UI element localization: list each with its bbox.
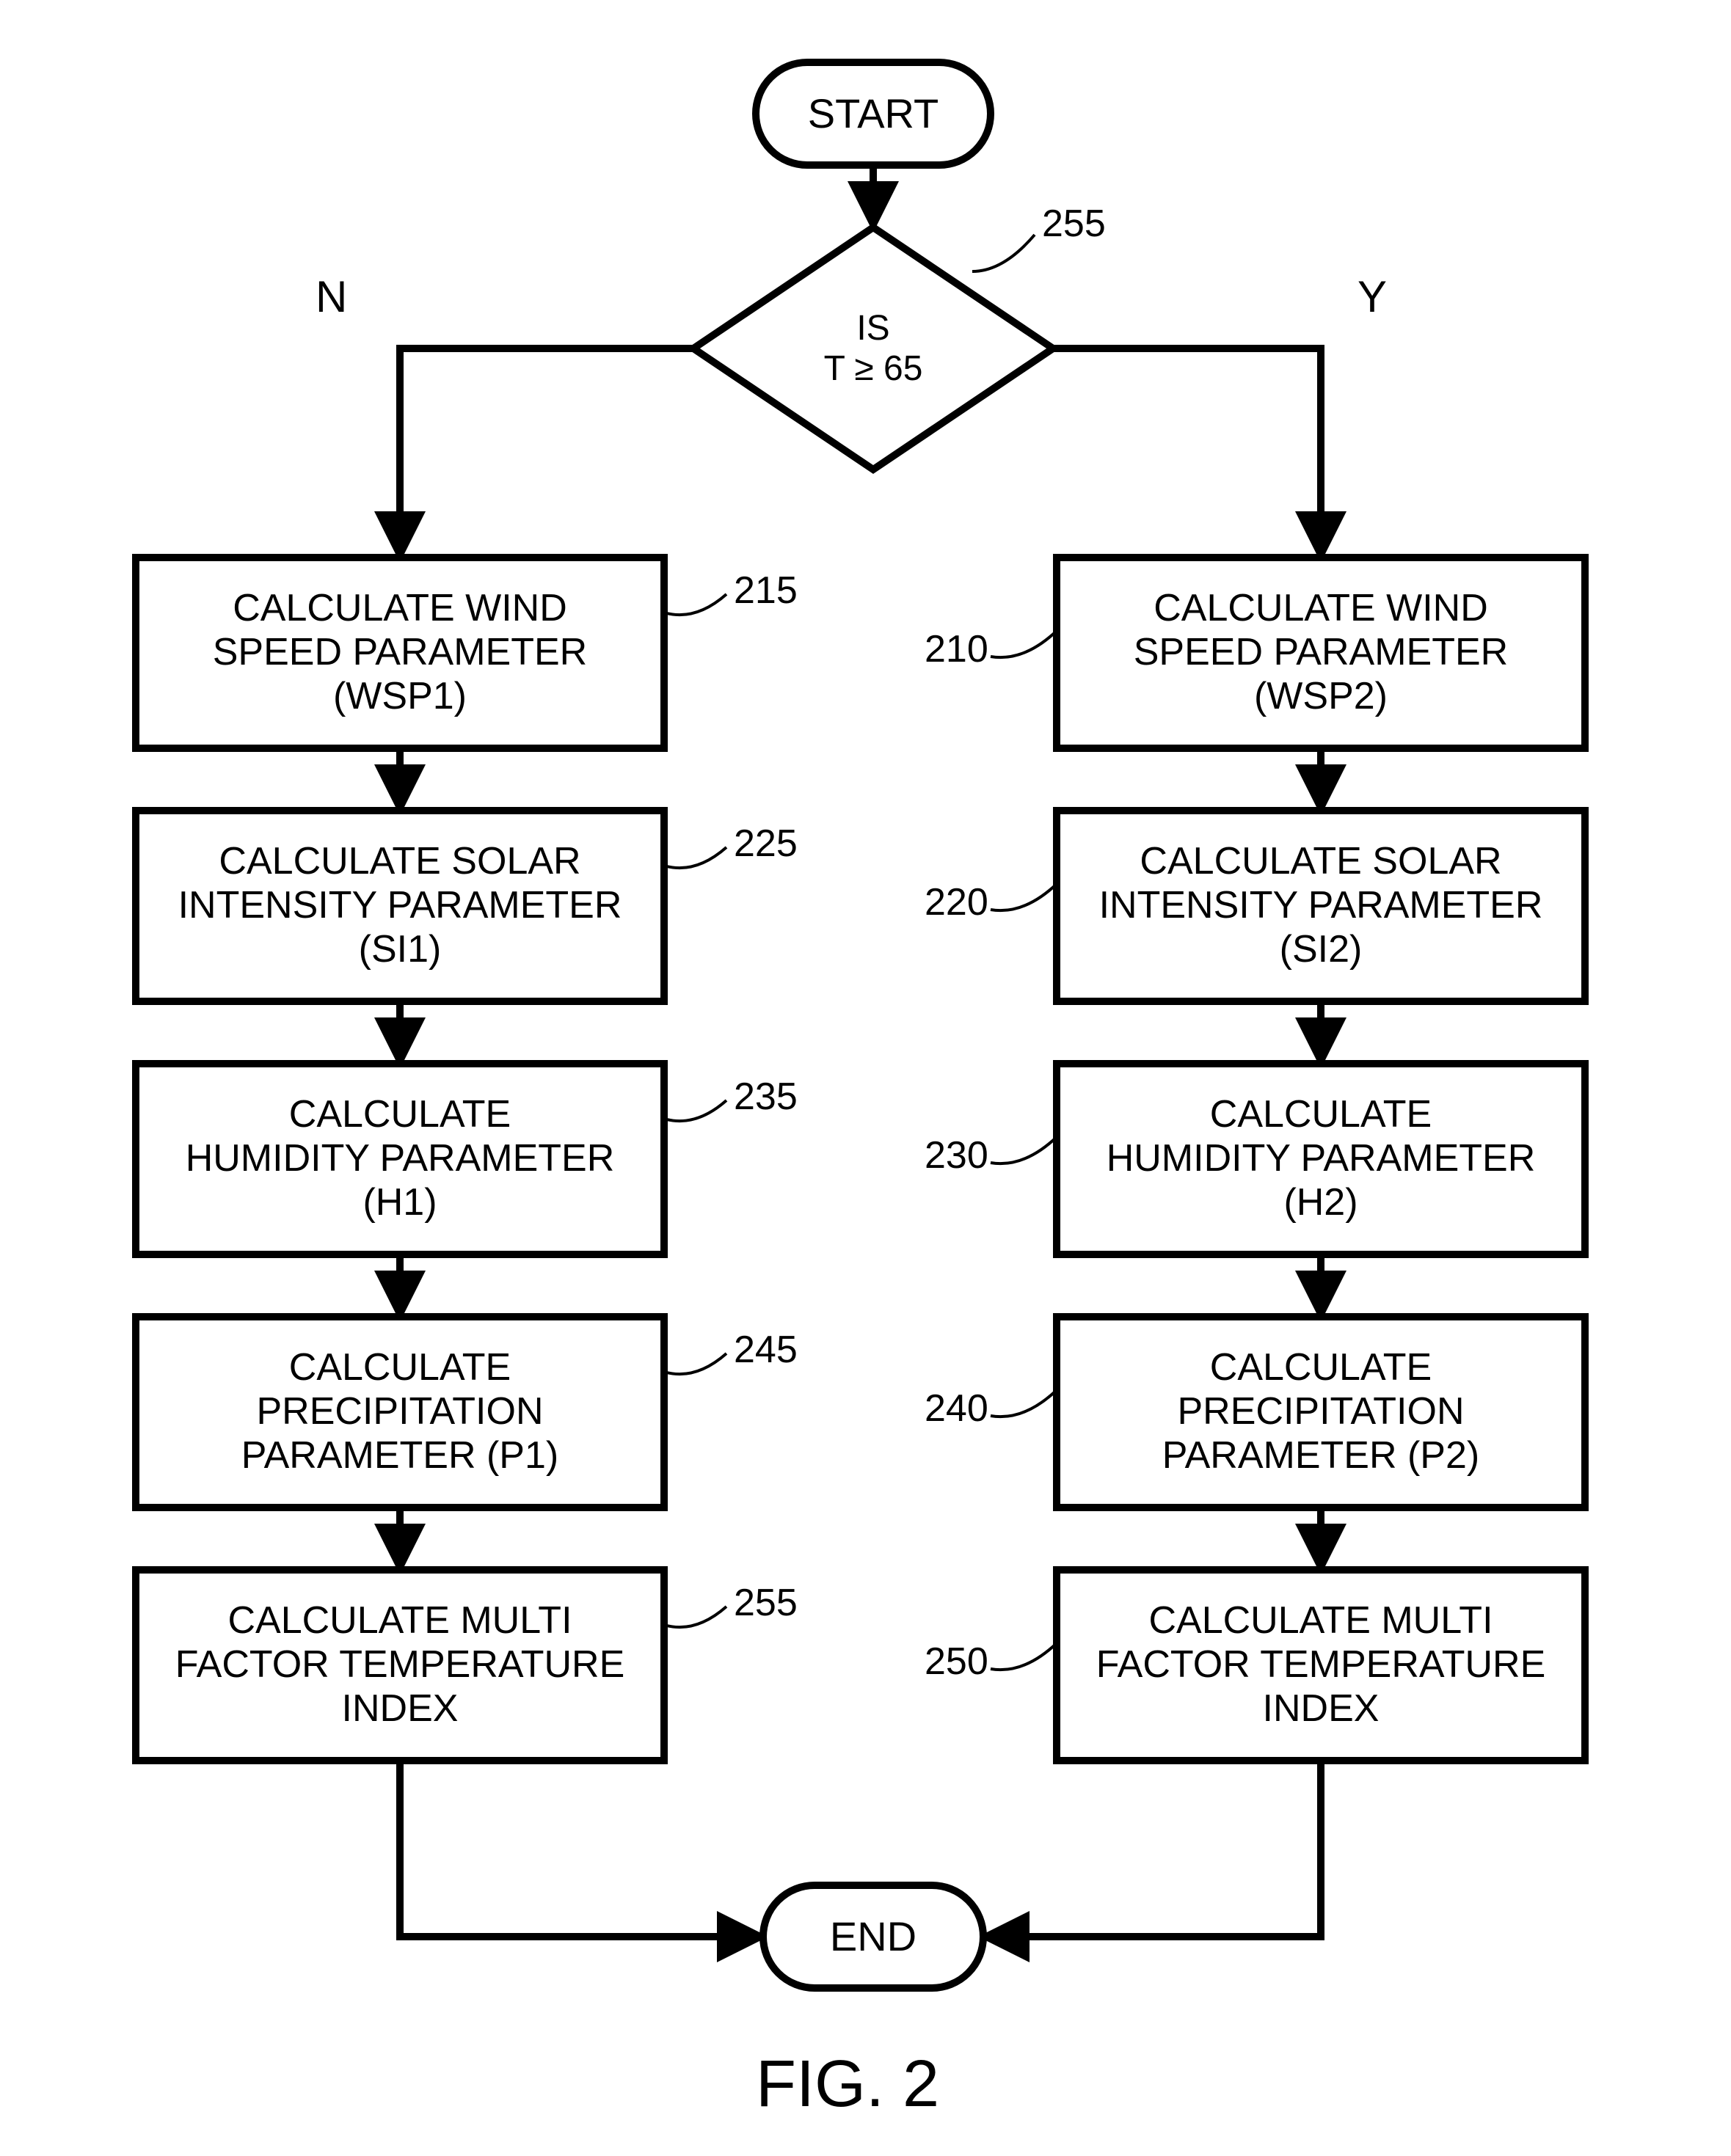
process-node-n5: CALCULATE MULTI FACTOR TEMPERATURE INDEX <box>136 1570 664 1761</box>
edge-label-Y: Y <box>1358 271 1387 322</box>
process-node-n3: CALCULATE HUMIDITY PARAMETER (H1) <box>136 1064 664 1254</box>
process-node-y5: CALCULATE MULTI FACTOR TEMPERATURE INDEX <box>1057 1570 1585 1761</box>
end-node: END <box>763 1885 983 1988</box>
ref-label: 225 <box>734 822 798 866</box>
start-node: START <box>756 62 991 165</box>
ref-label: 250 <box>925 1640 988 1684</box>
process-node-y4: CALCULATE PRECIPITATION PARAMETER (P2) <box>1057 1317 1585 1508</box>
figure-caption: FIG. 2 <box>756 2047 939 2122</box>
ref-label: 240 <box>925 1386 988 1430</box>
ref-label: 255 <box>1042 202 1106 246</box>
ref-label: 220 <box>925 880 988 924</box>
edge-label-N: N <box>316 271 347 322</box>
process-node-n4: CALCULATE PRECIPITATION PARAMETER (P1) <box>136 1317 664 1508</box>
process-node-y2: CALCULATE SOLAR INTENSITY PARAMETER (SI2… <box>1057 811 1585 1001</box>
process-node-y3: CALCULATE HUMIDITY PARAMETER (H2) <box>1057 1064 1585 1254</box>
ref-label: 245 <box>734 1328 798 1372</box>
ref-label: 230 <box>925 1133 988 1177</box>
process-node-y1: CALCULATE WIND SPEED PARAMETER (WSP2) <box>1057 558 1585 748</box>
ref-label: 215 <box>734 569 798 613</box>
process-node-n2: CALCULATE SOLAR INTENSITY PARAMETER (SI1… <box>136 811 664 1001</box>
ref-label: 210 <box>925 627 988 671</box>
process-node-n1: CALCULATE WIND SPEED PARAMETER (WSP1) <box>136 558 664 748</box>
ref-label: 255 <box>734 1581 798 1625</box>
decision-node: IS T ≥ 65 <box>693 227 1053 469</box>
ref-label: 235 <box>734 1075 798 1119</box>
